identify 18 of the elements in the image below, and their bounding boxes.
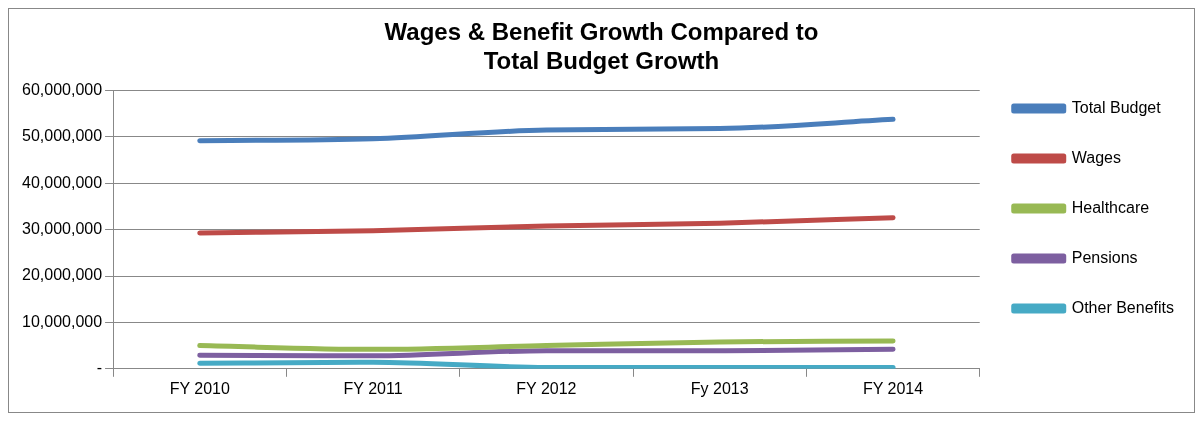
x-tick-label: FY 2014 — [862, 379, 924, 397]
y-tick-label: 10,000,000 — [22, 312, 103, 330]
legend-label: Pensions — [1071, 248, 1138, 266]
x-tick-label: FY 2010 — [169, 379, 230, 397]
legend-label: Other Benefits — [1071, 298, 1175, 316]
y-tick-label: - — [96, 359, 103, 377]
y-tick-label: 50,000,000 — [22, 127, 103, 145]
x-tick-label: FY 2012 — [516, 379, 577, 397]
legend-label: Total Budget — [1071, 98, 1162, 116]
y-tick-label: 40,000,000 — [22, 173, 103, 191]
chart-title: Wages & Benefit Growth Compared to Total Budget Growth — [384, 18, 819, 74]
y-tick-label: 20,000,000 — [22, 266, 103, 284]
y-tick-label: 60,000,000 — [22, 81, 103, 99]
legend-label: Wages — [1071, 148, 1121, 166]
x-tick-label: FY 2011 — [343, 379, 403, 397]
legend-label: Healthcare — [1071, 198, 1150, 216]
x-tick-label: Fy 2013 — [690, 379, 749, 397]
y-tick-label: 30,000,000 — [22, 220, 103, 238]
